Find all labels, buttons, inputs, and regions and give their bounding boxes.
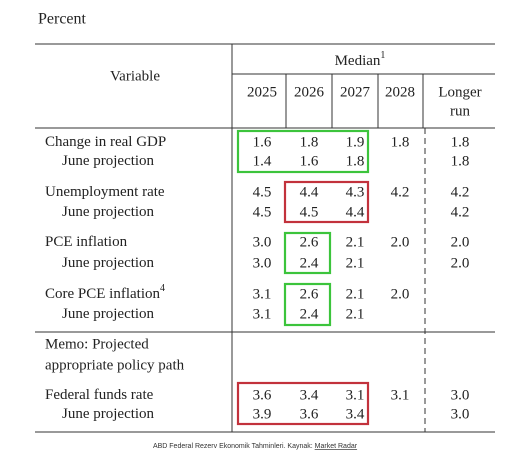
cell: 3.1	[253, 286, 272, 302]
row-label-text: June projection	[62, 255, 155, 271]
cell: 4.2	[451, 184, 470, 200]
note: 4	[160, 283, 165, 294]
row-label: June projection	[62, 406, 155, 422]
row-label: Core PCE inflation4	[45, 283, 165, 302]
caption: ABD Federal Rezerv Ekonomik Tahminleri. …	[153, 443, 358, 450]
cell: 3.6	[300, 406, 319, 422]
memo: Memo: Projected	[45, 336, 149, 352]
title: Percent	[38, 11, 87, 28]
cell: 1.8	[300, 134, 319, 150]
cell: 3.4	[300, 387, 319, 403]
cell: 1.8	[451, 134, 470, 150]
cell: 2.4	[300, 255, 319, 271]
row-label: June projection	[62, 204, 155, 220]
cell: 3.9	[253, 406, 272, 422]
cell: 3.4	[346, 406, 365, 422]
row-label: Unemployment rate	[45, 184, 165, 200]
cell: 3.1	[253, 306, 272, 322]
column-header: 2026	[294, 84, 325, 100]
highlight	[283, 282, 332, 327]
cell: 2.4	[300, 306, 319, 322]
row-label: PCE inflation	[45, 234, 128, 250]
cell: 2.1	[346, 255, 365, 271]
row-label: June projection	[62, 306, 155, 322]
variable-header: Variable	[110, 68, 160, 84]
column-header: run	[450, 103, 470, 119]
row-label-text: June projection	[62, 153, 155, 169]
row-label-text: Federal funds rate	[45, 387, 154, 403]
row-label: June projection	[62, 255, 155, 271]
row-label-text: PCE inflation	[45, 234, 128, 250]
note: 1	[380, 50, 385, 61]
cell: 3.1	[346, 387, 365, 403]
cell: 2.6	[300, 234, 319, 250]
cell: 2.0	[391, 234, 410, 250]
cell: 1.4	[253, 153, 272, 169]
cell: 3.6	[253, 387, 272, 403]
highlight	[283, 180, 370, 224]
cell: 4.2	[391, 184, 410, 200]
caption-text: ABD Federal Rezerv Ekonomik Tahminleri. …	[153, 443, 315, 450]
column-header: 2028	[385, 84, 415, 100]
highlight	[236, 129, 370, 174]
column-header: Longer	[438, 84, 481, 100]
cell: 4.3	[346, 184, 365, 200]
cell: 2.0	[451, 234, 470, 250]
group-header: Median1	[335, 50, 386, 69]
cell: 4.5	[253, 204, 272, 220]
cell: 3.0	[451, 387, 470, 403]
row-label: Federal funds rate	[45, 387, 154, 403]
row-label-text: Unemployment rate	[45, 184, 165, 200]
cell: 2.1	[346, 306, 365, 322]
cell: 4.4	[346, 204, 365, 220]
row-label-text: Core PCE inflation	[45, 286, 160, 302]
memo: appropriate policy path	[45, 357, 185, 373]
cell: 2.0	[391, 286, 410, 302]
column-header: 2027	[340, 84, 371, 100]
cell: 4.5	[300, 204, 319, 220]
group-header-text: Median	[335, 53, 381, 69]
cell: 3.0	[253, 234, 272, 250]
cell: 2.1	[346, 286, 365, 302]
row-label: Change in real GDP	[45, 134, 166, 150]
row-label-text: June projection	[62, 406, 155, 422]
cell: 2.0	[451, 255, 470, 271]
cell: 2.1	[346, 234, 365, 250]
column-header: 2025	[247, 84, 277, 100]
row-label-text: June projection	[62, 306, 155, 322]
highlight	[283, 231, 332, 275]
cell: 3.1	[391, 387, 410, 403]
cell: 1.9	[346, 134, 365, 150]
cell: 1.6	[300, 153, 319, 169]
cell: 2.6	[300, 286, 319, 302]
cell: 4.5	[253, 184, 272, 200]
row-label: June projection	[62, 153, 155, 169]
cell: 4.2	[451, 204, 470, 220]
row-label-text: Change in real GDP	[45, 134, 166, 150]
cell: 3.0	[451, 406, 470, 422]
cell: 1.8	[451, 153, 470, 169]
cell: 4.4	[300, 184, 319, 200]
cell: 3.0	[253, 255, 272, 271]
highlight	[236, 381, 370, 426]
cell: 1.8	[391, 134, 410, 150]
cell: 1.6	[253, 134, 272, 150]
row-label-text: June projection	[62, 204, 155, 220]
cell: 1.8	[346, 153, 365, 169]
caption-link[interactable]: Market Radar	[315, 443, 358, 450]
